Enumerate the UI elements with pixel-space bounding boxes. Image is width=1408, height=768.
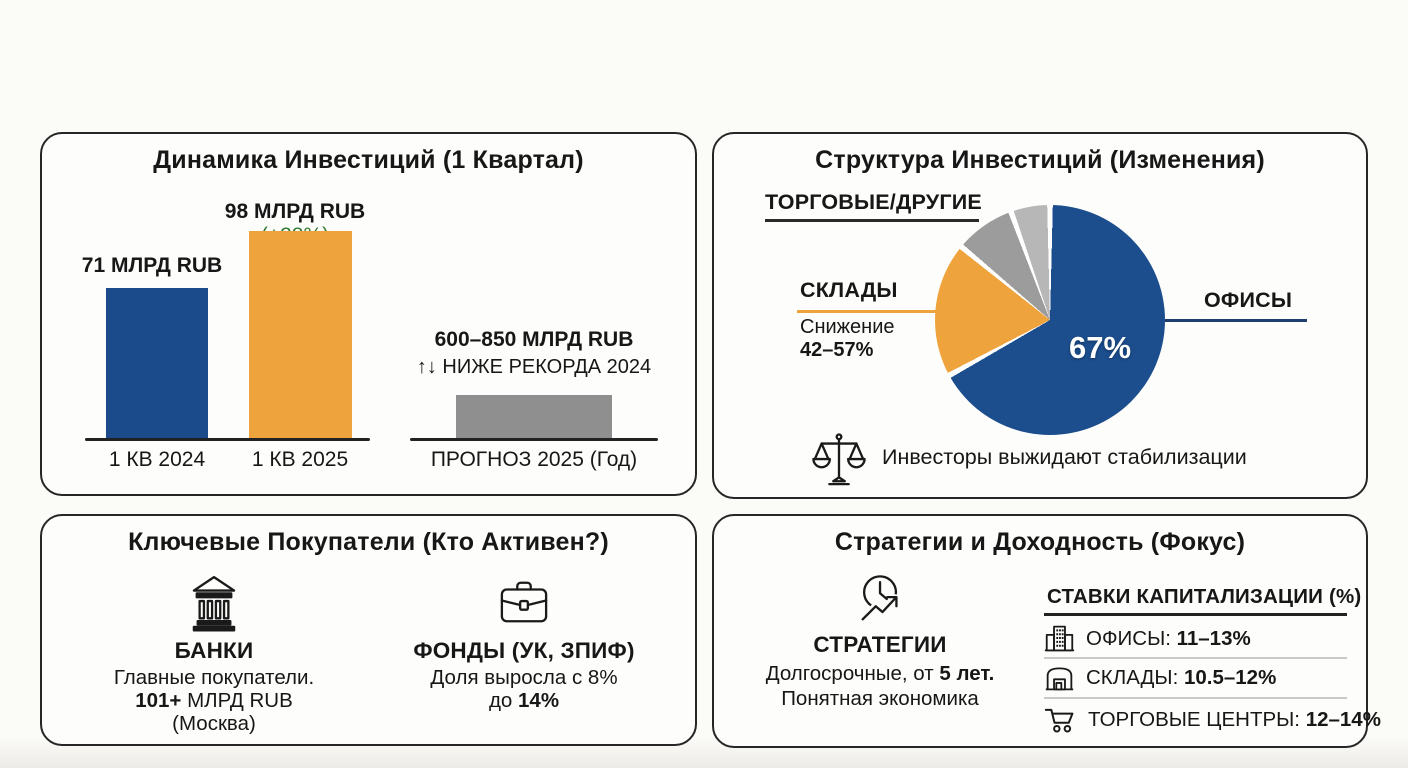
row-separator — [1044, 657, 1347, 659]
panel-title: Динамика Инвестиций (1 Квартал) — [153, 146, 584, 174]
rate-label: ТОРГОВЫЕ ЦЕНТРЫ: 12–14% — [1088, 708, 1381, 731]
strategies-line-2: Понятная экономика — [781, 687, 979, 710]
x-axis-right — [410, 438, 658, 441]
bar-1q2024 — [106, 288, 208, 439]
shopping-cart-icon — [1044, 705, 1077, 735]
cap-rate-row-warehouses: СКЛАДЫ: 10.5–12% — [1044, 659, 1360, 696]
panel-investment-structure: Структура Инвестиций (Изменения) 67% ТОР… — [712, 132, 1368, 499]
strategies-name: СТРАТЕГИИ — [813, 632, 947, 657]
rate-label: СКЛАДЫ: 10.5–12% — [1086, 665, 1277, 689]
cap-rates-header: СТАВКИ КАПИТАЛИЗАЦИИ (%) — [1047, 585, 1362, 608]
panel-investment-dynamics: Динамика Инвестиций (1 Квартал) 71 МЛРД … — [40, 132, 697, 496]
row-separator — [1044, 697, 1347, 699]
pie-chart — [935, 205, 1165, 435]
pie-offices-percent: 67% — [1068, 330, 1132, 365]
leader-line-retail — [765, 219, 979, 222]
panel-key-buyers: Ключевые Покупатели (Кто Активен?) БАНКИ… — [40, 514, 697, 746]
strategies-line-1: Долгосрочные, от 5 лет. — [765, 662, 995, 685]
leader-line-offices — [1165, 319, 1307, 322]
warehouses-note-2: 42–57% — [800, 339, 874, 361]
briefcase-icon — [499, 578, 549, 626]
leader-line-warehouses — [797, 310, 938, 313]
banks-line-3: (Москва) — [172, 712, 256, 735]
category-label-forecast: ПРОГНОЗ 2025 (Год) — [430, 448, 638, 471]
pie-label-warehouses: СКЛАДЫ — [800, 278, 898, 302]
banks-name: БАНКИ — [174, 638, 254, 663]
up-down-arrows-icon: ↑↓ — [416, 356, 437, 378]
pie-caption: Инвесторы выжидают стабилизации — [882, 445, 1247, 469]
funds-line-1: Доля выросла с 8% — [430, 666, 618, 689]
bar-1q2025 — [249, 231, 352, 439]
forecast-value-label: 600–850 МЛРД RUB — [434, 328, 634, 351]
warehouses-note-1: Снижение — [800, 316, 895, 338]
forecast-note: ↑↓ НИЖЕ РЕКОРДА 2024 — [416, 356, 652, 378]
banks-line-2: 101+ МЛРД RUB — [135, 689, 293, 712]
balance-scales-icon — [810, 432, 868, 488]
office-building-icon — [1044, 624, 1075, 653]
rate-label: ОФИСЫ: 11–13% — [1086, 626, 1251, 650]
warehouse-icon — [1044, 663, 1075, 692]
panel-strategies-yield: Стратегии и Доходность (Фокус) СТРАТЕГИИ… — [712, 514, 1381, 748]
pie-label-offices: ОФИСЫ — [1204, 288, 1293, 312]
funds-name: ФОНДЫ (УК, ЗПИФ) — [413, 638, 635, 663]
cap-rates-underline — [1044, 613, 1347, 616]
bar-value-label-2024: 71 МЛРД RUB — [81, 254, 223, 277]
banks-line-1: Главные покупатели. — [113, 666, 315, 689]
panel-title: Структура Инвестиций (Изменения) — [815, 146, 1265, 174]
panel-title: Ключевые Покупатели (Кто Активен?) — [128, 528, 609, 556]
funds-line-2: до 14% — [488, 689, 560, 712]
cap-rate-row-retail: ТОРГОВЫЕ ЦЕНТРЫ: 12–14% — [1044, 699, 1381, 741]
bank-icon — [191, 574, 237, 632]
panel-title: Стратегии и Доходность (Фокус) — [834, 528, 1246, 556]
category-label-1q2024: 1 КВ 2024 — [108, 448, 206, 471]
clock-trend-icon — [854, 570, 908, 630]
category-label-1q2025: 1 КВ 2025 — [251, 448, 349, 471]
bar-forecast-2025 — [456, 395, 612, 439]
x-axis-left — [85, 438, 370, 441]
cap-rate-row-offices: ОФИСЫ: 11–13% — [1044, 620, 1360, 657]
pie-label-retail-other: ТОРГОВЫЕ/ДРУГИЕ — [765, 190, 982, 214]
